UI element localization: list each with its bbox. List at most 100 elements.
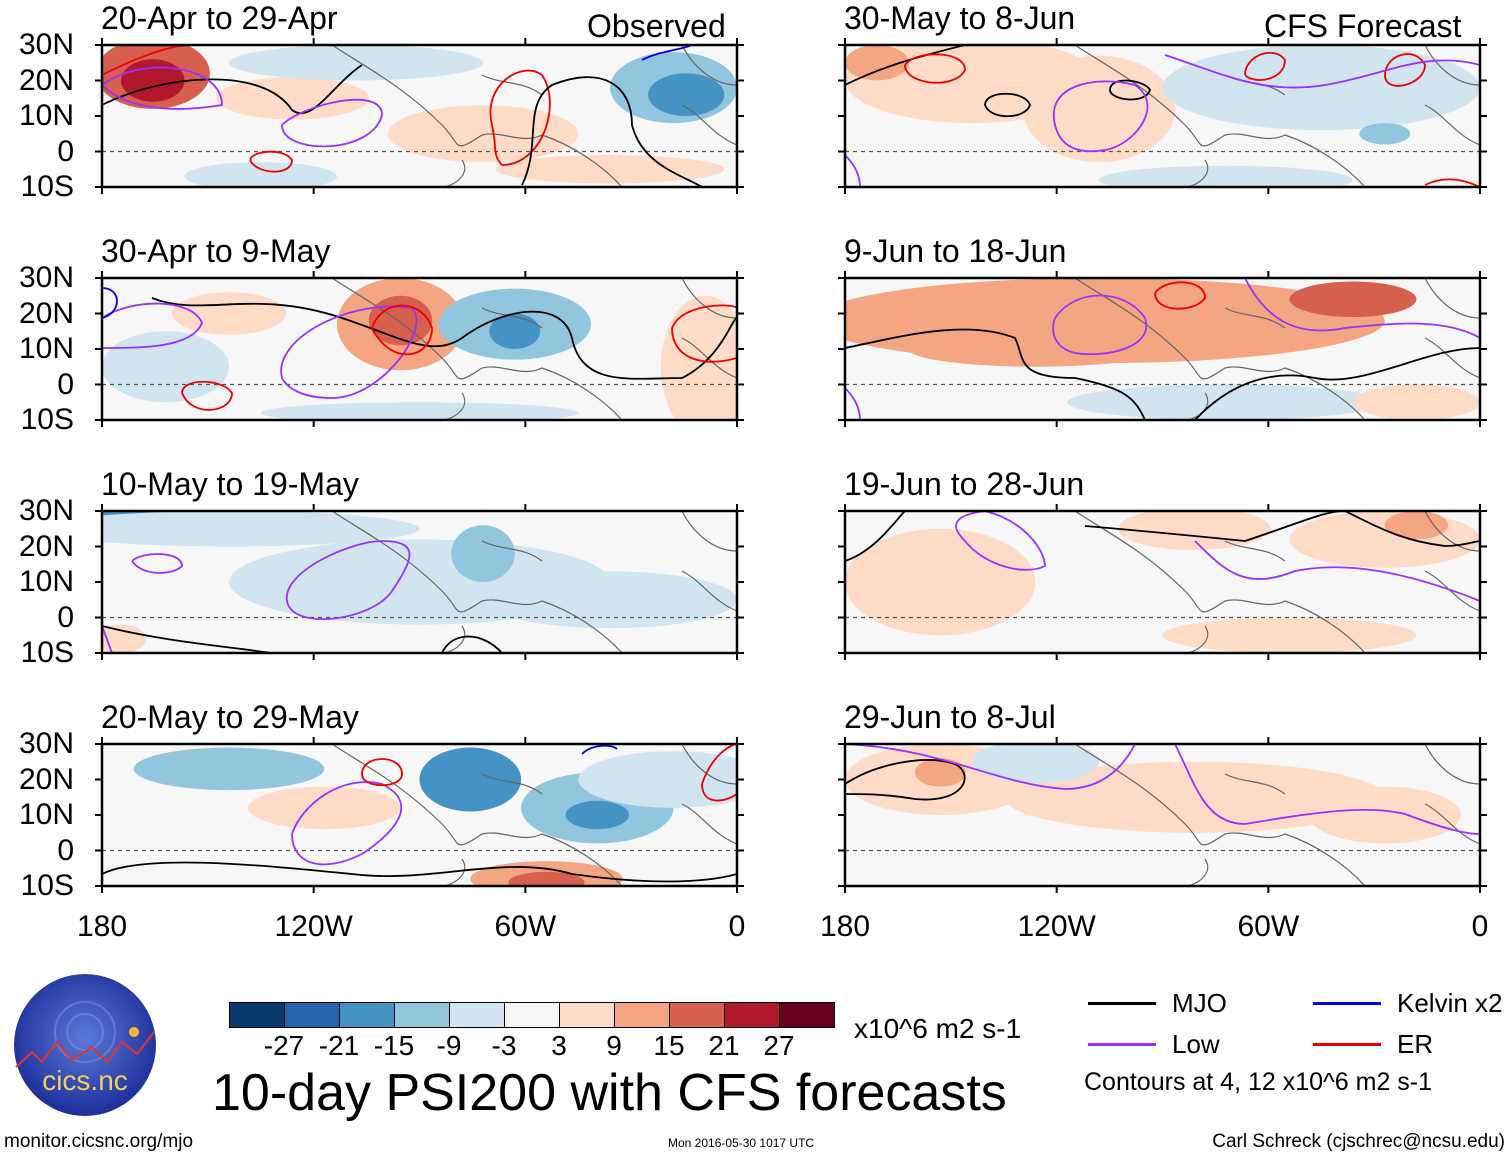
contour [102, 302, 203, 349]
contour [521, 76, 703, 187]
panel-title: 29-Jun to 8-Jul [844, 699, 1056, 735]
lon-tick-label: 0 [728, 910, 746, 943]
anomaly-region [845, 45, 909, 81]
colorbar-swatch [725, 1003, 780, 1027]
colorbar-label: -3 [491, 1030, 517, 1061]
anomaly-region [1359, 123, 1411, 145]
lat-tick-label: 20N [18, 529, 74, 563]
map-panel [95, 38, 744, 194]
colorbar-swatch [780, 1003, 834, 1027]
contour-note: Contours at 4, 12 x10^6 m2 s-1 [1084, 1068, 1433, 1096]
coastline [331, 278, 737, 420]
anomaly-region [121, 59, 185, 102]
logo-text: cics.nc [42, 1065, 128, 1096]
anomaly-region [914, 758, 966, 787]
anomaly-region [508, 871, 585, 886]
lat-tick-label: 30N [18, 494, 74, 527]
footer-timestamp: Mon 2016-05-30 1017 UTC [668, 1136, 815, 1150]
anomaly-region [451, 525, 515, 582]
contour [1424, 178, 1480, 187]
anomaly-region [260, 402, 579, 420]
anomaly-region [845, 528, 1036, 636]
colorbar-label: -9 [436, 1030, 462, 1061]
cics-logo: cics.nc [12, 972, 158, 1118]
anomaly-region [387, 105, 579, 163]
map-panel [838, 271, 1487, 427]
contour [581, 744, 618, 755]
anomaly-region [908, 331, 1163, 367]
lat-tick-label: 20N [18, 63, 74, 97]
anomaly-region [1022, 55, 1176, 163]
legend-label: MJO [1172, 988, 1227, 1018]
contour [151, 297, 737, 380]
contour [102, 64, 363, 115]
contour [984, 92, 1031, 118]
contour [291, 781, 403, 866]
contour [1174, 744, 1480, 835]
lat-tick-label: 10S [20, 869, 74, 902]
contour [102, 625, 113, 653]
colorbar-swatch [615, 1003, 670, 1027]
anomaly-region [419, 747, 522, 812]
contour [845, 328, 1146, 420]
contour [280, 305, 418, 399]
colorbar-label: -21 [318, 1030, 360, 1061]
colorbar-swatch [560, 1003, 615, 1027]
lon-tick-label: 60W [1237, 910, 1300, 943]
anomaly-region [184, 162, 337, 187]
coastline [1074, 511, 1480, 653]
lat-tick-label: 10S [20, 170, 74, 203]
contour [1194, 347, 1480, 420]
legend-line-er [1313, 1043, 1381, 1046]
anomaly-region [495, 155, 725, 184]
colorbar-swatch [505, 1003, 560, 1027]
anomaly-region [229, 45, 483, 81]
lat-tick-label: 0 [57, 367, 74, 401]
contour [1052, 294, 1148, 356]
contour [845, 744, 1136, 790]
colorbar-swatch [670, 1003, 725, 1027]
contour [286, 540, 411, 620]
colorbar-label: -15 [373, 1030, 415, 1061]
colorbar-label: 21 [708, 1030, 740, 1061]
legend-label: Kelvin x2 [1397, 988, 1503, 1018]
observed-header: Observed [587, 8, 726, 44]
contour [845, 759, 966, 801]
contour [181, 380, 233, 411]
coastline [1074, 744, 1480, 886]
contour [701, 744, 737, 802]
legend-line-mjo [1088, 1002, 1156, 1005]
anomaly-region [1353, 384, 1480, 420]
panel-title: 10-May to 19-May [101, 466, 359, 502]
colorbar-label: -27 [263, 1030, 305, 1061]
contour [131, 553, 183, 574]
anomaly-region [216, 76, 369, 120]
map-panel [838, 504, 1487, 660]
contour [102, 287, 118, 319]
contour [845, 45, 966, 86]
coastline [331, 511, 737, 653]
map-panel [838, 38, 1487, 194]
anomaly-region [489, 313, 541, 349]
lon-tick-label: 180 [76, 910, 128, 943]
anomaly-region [102, 331, 229, 403]
contour [102, 66, 223, 110]
lat-tick-label: 0 [57, 600, 74, 634]
lon-tick-label: 0 [1471, 910, 1489, 943]
contour [281, 98, 383, 148]
lat-tick-label: 30N [18, 727, 74, 760]
anomaly-region [565, 800, 630, 830]
colorbar [229, 1002, 835, 1028]
map-panel [95, 737, 744, 893]
lon-tick-label: 60W [494, 910, 557, 943]
anomaly-region [171, 292, 287, 335]
anomaly-region [1289, 281, 1417, 318]
lat-tick-label: 0 [57, 134, 74, 168]
legend-label: Low [1172, 1029, 1220, 1059]
anomaly-region [1162, 617, 1417, 653]
contour [1384, 53, 1426, 87]
anomaly-region [1308, 786, 1461, 844]
colorbar-label: 9 [606, 1030, 622, 1061]
contour [102, 625, 273, 653]
footer-author: Carl Schreck (cjschrec@ncsu.edu) [1212, 1131, 1505, 1152]
